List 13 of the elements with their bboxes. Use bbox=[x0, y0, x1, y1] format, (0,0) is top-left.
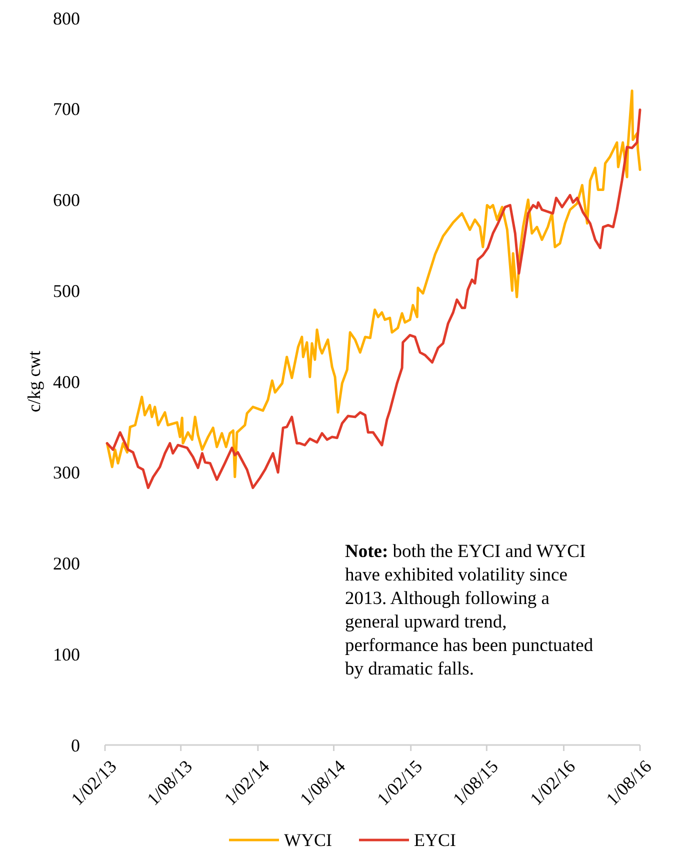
y-tick-label: 800 bbox=[53, 8, 80, 28]
y-tick-label: 600 bbox=[53, 190, 80, 210]
y-tick-label: 700 bbox=[53, 99, 80, 120]
legend-label: EYCI bbox=[414, 830, 456, 850]
y-tick-label: 100 bbox=[53, 644, 80, 664]
legend-label: WYCI bbox=[284, 830, 332, 850]
y-tick-label: 0 bbox=[71, 735, 80, 756]
y-tick-label: 300 bbox=[53, 462, 80, 483]
y-axis-title: c/kg cwt bbox=[24, 350, 44, 412]
y-tick-label: 200 bbox=[53, 554, 80, 574]
annotation: Note: both the EYCI and WYCI have exhibited volatility since 2013. Although following a general upward trend, performance has been punctuated by dramatic falls. bbox=[345, 542, 594, 680]
y-tick-label: 400 bbox=[53, 372, 80, 392]
y-tick-label: 500 bbox=[53, 280, 80, 301]
